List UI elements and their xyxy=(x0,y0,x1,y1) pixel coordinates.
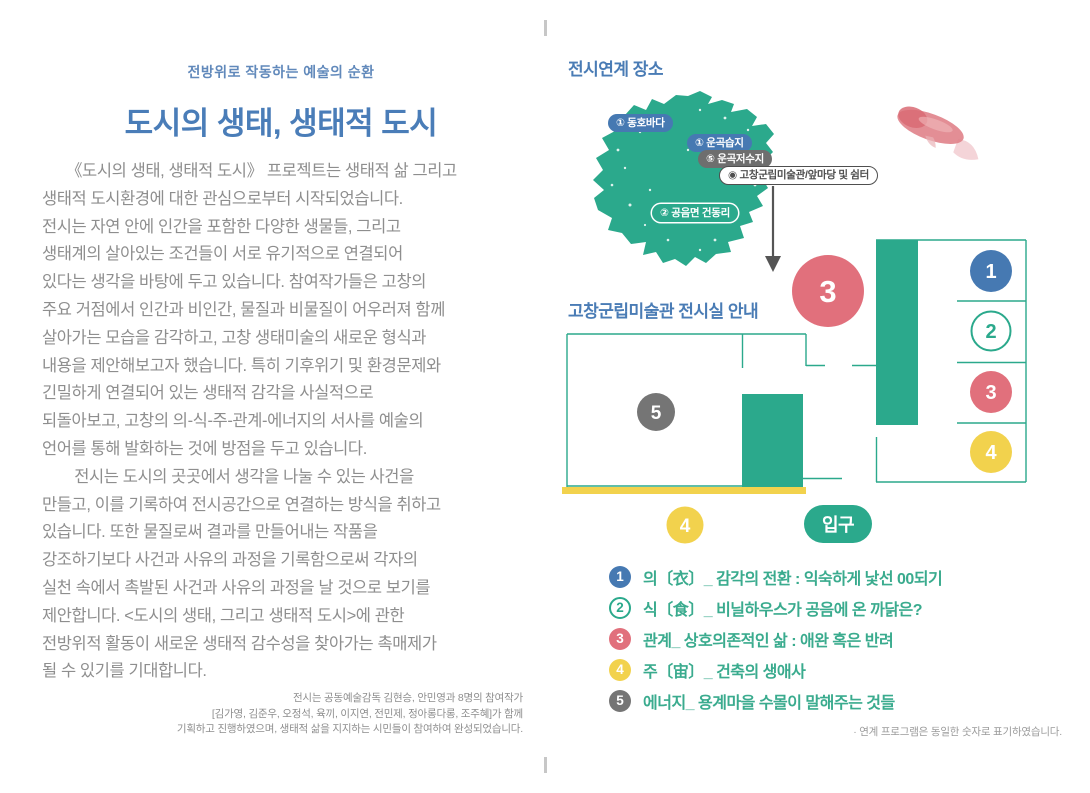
legend-num-1: 1 xyxy=(609,565,631,588)
floor-plan: 3 1 2 3 4 5 4 입구 xyxy=(562,239,1027,544)
page-subtitle: 전방위로 작동하는 예술의 순환 xyxy=(187,64,375,80)
plan-section-heading: 고창군립미술관 전시실 안내 xyxy=(568,302,759,321)
map-label-gongeum: ② 공음면 건동리 xyxy=(652,204,738,222)
fish-image xyxy=(897,106,979,160)
plan-wall-right xyxy=(876,240,918,425)
floor-plan-walls xyxy=(566,239,1027,487)
plan-circle-3-large-label: 3 xyxy=(819,274,836,309)
plan-circle-2 xyxy=(970,310,1012,352)
plan-circle-3 xyxy=(970,371,1012,413)
map-label-ungok-reservoir: ⑤ 운곡저수지 xyxy=(698,150,773,168)
plan-circle-3-large xyxy=(792,255,864,327)
plan-circle-4-bottom xyxy=(666,506,704,544)
down-arrow-icon xyxy=(765,186,781,272)
map-section-heading: 전시연계 장소 xyxy=(568,60,664,79)
plan-circle-1-label: 1 xyxy=(985,261,996,283)
legend-text-5: 에너지_ 용계마을 수몰이 말해주는 것들 xyxy=(643,694,895,712)
credits-text: 전시는 공동예술감독 김현승, 안민영과 8명의 참여작가 [김가영, 김준우,… xyxy=(176,692,523,735)
entrance-pill xyxy=(804,505,872,543)
plan-circle-5 xyxy=(637,393,675,431)
legend-item-1: 1 의〔衣〕_ 감각의 전환 : 익숙하게 낯선 00되기 xyxy=(609,561,1079,592)
page-title: 도시의 생태, 생태적 도시 xyxy=(124,106,438,141)
legend: 1 의〔衣〕_ 감각의 전환 : 익숙하게 낯선 00되기 2 식〔食〕_ 비닐… xyxy=(609,561,1079,716)
map-label-dongho-sea: ① 동호바다 xyxy=(608,114,673,132)
map-label-museum: ◉ 고창군립미술관/앞마당 및 쉼터 xyxy=(719,166,879,185)
legend-text-1: 의〔衣〕_ 감각의 전환 : 익숙하게 낯선 00되기 xyxy=(643,570,943,588)
legend-item-3: 3 관계_ 상호의존적인 삶 : 애완 혹은 반려 xyxy=(609,623,1079,654)
fold-mark-bottom xyxy=(544,757,547,773)
plan-wall-center xyxy=(742,394,803,487)
plan-circle-3-label: 3 xyxy=(985,382,996,404)
plan-circle-5-label: 5 xyxy=(651,403,662,424)
plan-circle-1 xyxy=(970,250,1012,292)
plan-yellow-strip xyxy=(562,487,806,494)
title-block: 전방위로 작동하는 예술의 순환 도시의 생태, 생태적 도시 xyxy=(40,62,522,143)
legend-num-5: 5 xyxy=(609,689,631,712)
plan-circle-4-label: 4 xyxy=(985,442,997,464)
legend-text-2: 식〔食〕_ 비닐하우스가 공음에 온 까닭은? xyxy=(643,601,923,619)
legend-num-2: 2 xyxy=(609,596,631,619)
legend-item-4: 4 주〔宙〕_ 건축의 생애사 xyxy=(609,654,1079,685)
legend-footnote: · 연계 프로그램은 동일한 숫자로 표기하였습니다. xyxy=(853,726,1062,738)
legend-item-5: 5 에너지_ 용계마을 수몰이 말해주는 것들 xyxy=(609,685,1079,716)
legend-num-3: 3 xyxy=(609,627,631,650)
map-label-ungok-wetland: ① 운곡습지 xyxy=(687,134,752,152)
legend-text-3: 관계_ 상호의존적인 삶 : 애완 혹은 반려 xyxy=(643,632,894,650)
plan-circle-4-bottom-label: 4 xyxy=(680,516,691,537)
plan-circle-2-label: 2 xyxy=(985,321,996,343)
legend-num-4: 4 xyxy=(609,658,631,681)
fold-mark-top xyxy=(544,20,547,36)
plan-circle-4 xyxy=(970,431,1012,473)
legend-item-2: 2 식〔食〕_ 비닐하우스가 공음에 온 까닭은? xyxy=(609,592,1079,623)
body-text: 《도시의 생태, 생태적 도시》 프로젝트는 생태적 삶 그리고 생태적 도시환… xyxy=(42,162,457,681)
entrance-label: 입구 xyxy=(822,514,854,535)
legend-text-4: 주〔宙〕_ 건축의 생애사 xyxy=(643,663,806,681)
